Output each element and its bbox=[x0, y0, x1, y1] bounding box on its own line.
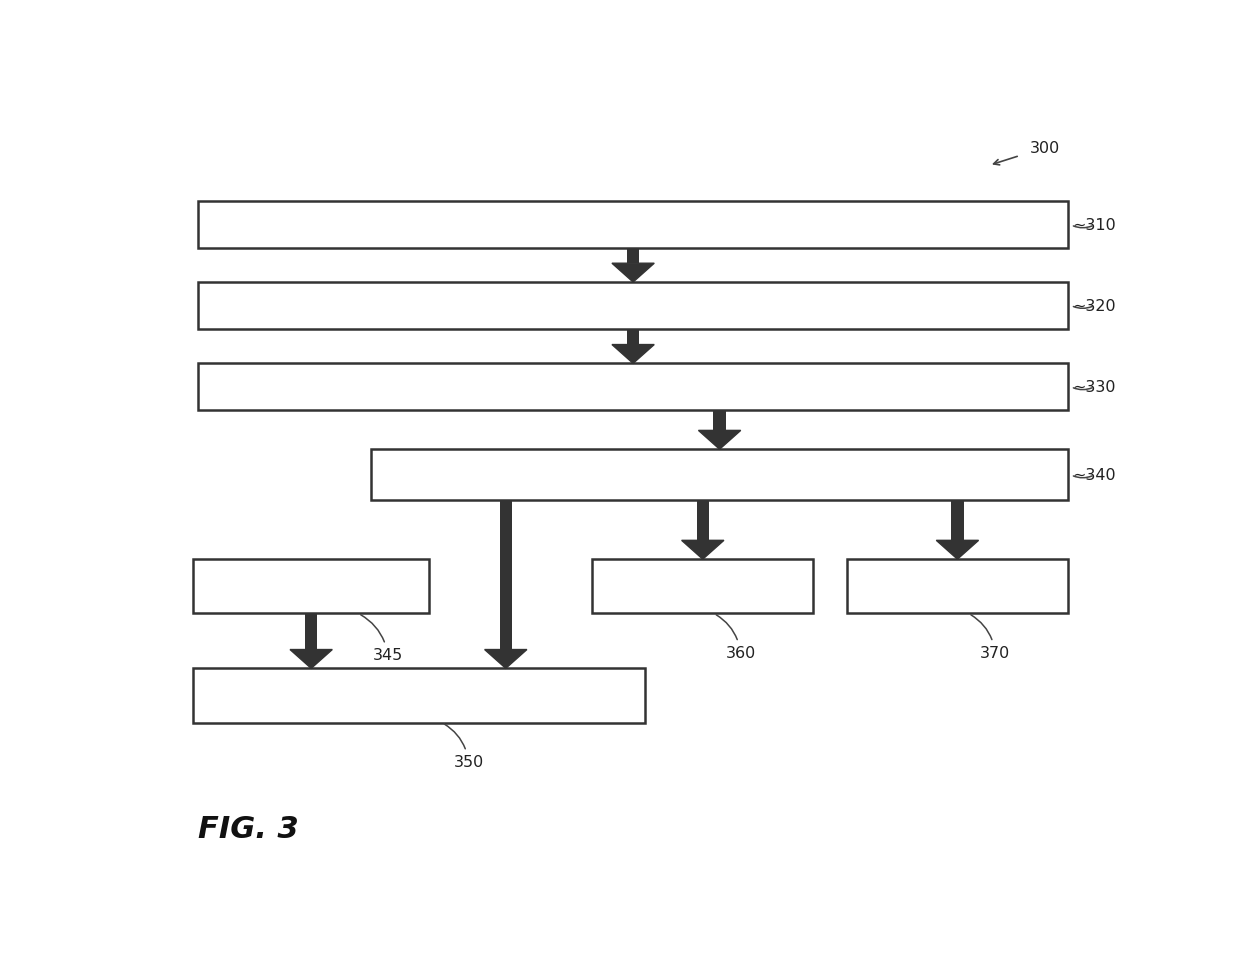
Text: 345: 345 bbox=[361, 616, 403, 662]
Polygon shape bbox=[698, 431, 740, 449]
Bar bbox=[193, 668, 645, 723]
Bar bbox=[198, 282, 1068, 329]
Polygon shape bbox=[290, 650, 332, 668]
Polygon shape bbox=[613, 345, 655, 364]
Text: ∼310: ∼310 bbox=[1073, 218, 1116, 234]
Text: ∼340: ∼340 bbox=[1073, 468, 1116, 483]
Bar bbox=[198, 364, 1068, 410]
Bar bbox=[305, 614, 317, 650]
Bar bbox=[371, 449, 1068, 501]
Text: 370: 370 bbox=[971, 616, 1011, 660]
Text: 300: 300 bbox=[1029, 142, 1060, 156]
Bar bbox=[593, 560, 813, 614]
Bar bbox=[951, 501, 963, 541]
Bar bbox=[193, 560, 429, 614]
Text: ∼320: ∼320 bbox=[1073, 299, 1116, 314]
Polygon shape bbox=[613, 264, 655, 282]
Bar bbox=[500, 501, 512, 650]
Bar bbox=[697, 501, 709, 541]
Text: ∼330: ∼330 bbox=[1073, 380, 1116, 395]
Text: 350: 350 bbox=[444, 724, 484, 770]
Bar bbox=[198, 202, 1068, 249]
Text: 360: 360 bbox=[717, 616, 755, 660]
Polygon shape bbox=[682, 541, 724, 560]
Bar bbox=[627, 249, 640, 264]
Bar bbox=[713, 410, 725, 431]
Bar bbox=[847, 560, 1068, 614]
Polygon shape bbox=[485, 650, 527, 668]
Text: FIG. 3: FIG. 3 bbox=[198, 814, 299, 843]
Bar bbox=[627, 329, 640, 345]
Polygon shape bbox=[936, 541, 978, 560]
